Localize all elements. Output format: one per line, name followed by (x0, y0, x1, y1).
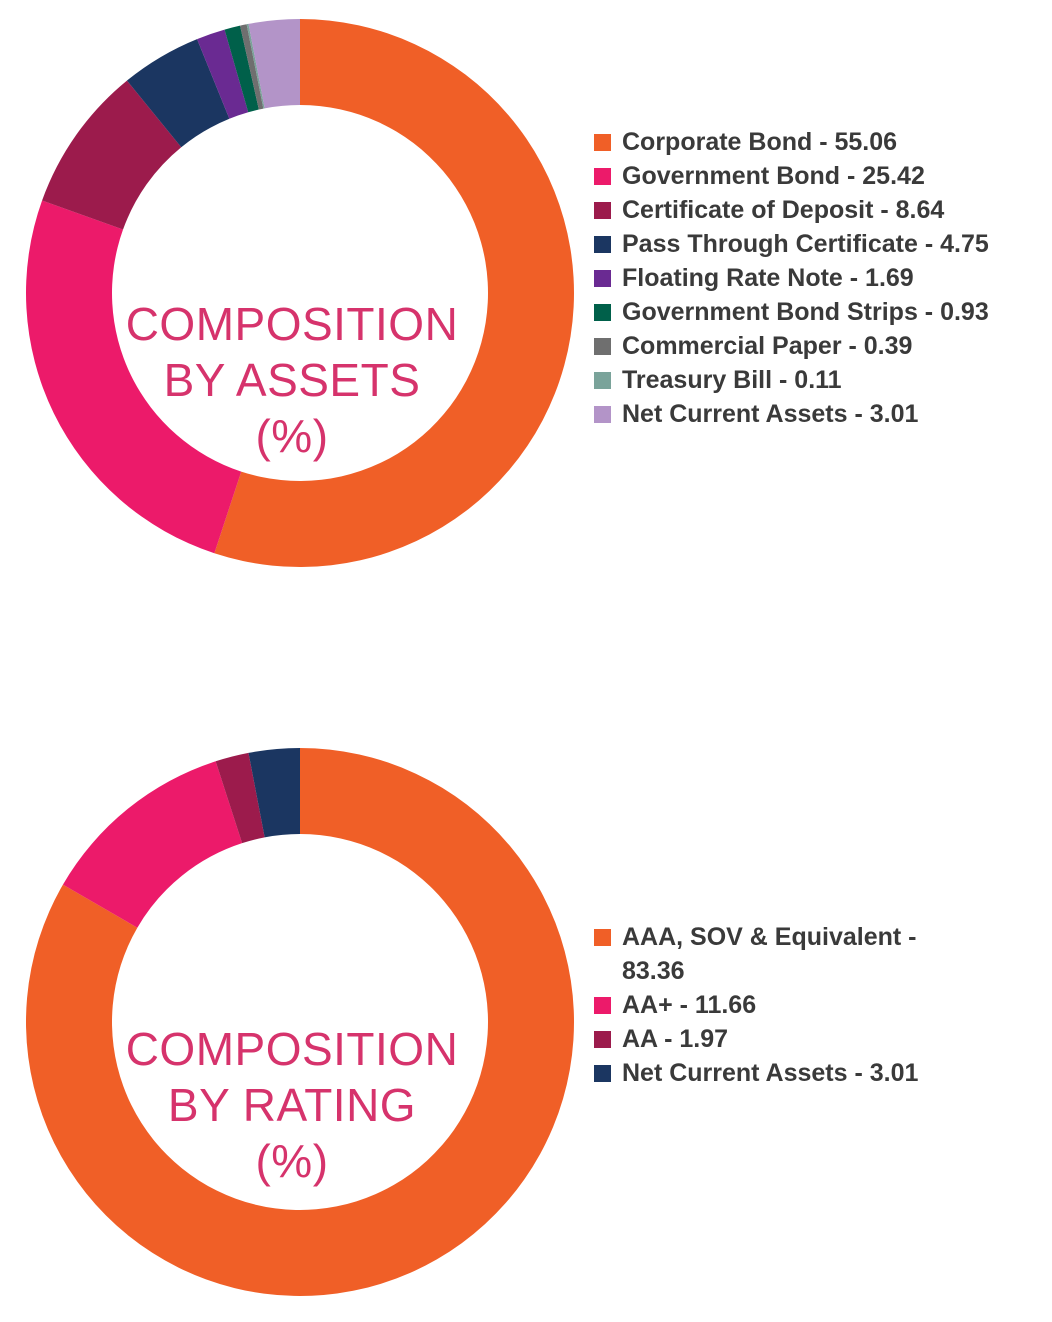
assets-legend-swatch (594, 270, 611, 287)
assets-slice-certificate-of-deposit (42, 80, 182, 230)
assets-legend-item: Treasury Bill - 0.11 (594, 363, 1034, 397)
assets-legend-item: Certificate of Deposit - 8.64 (594, 193, 1034, 227)
rating-slice-aaa-sov-equivalent (26, 748, 574, 1296)
rating-legend-label: AA+ - 11.66 (622, 991, 757, 1019)
rating-center-label-line-3: (%) (255, 1135, 329, 1187)
assets-legend: Corporate Bond - 55.06 Government Bond - … (594, 125, 1034, 431)
rating-legend-item: AA+ - 11.66 (594, 988, 954, 1022)
rating-legend-item: Net Current Assets - 3.01 (594, 1056, 954, 1090)
assets-slice-corporate-bond (214, 19, 575, 568)
assets-legend-label: Net Current Assets - 3.01 (622, 400, 919, 428)
assets-legend-label: Corporate Bond - 55.06 (622, 128, 898, 156)
rating-legend-label: AAA, SOV & Equivalent - 83.36 (622, 923, 917, 985)
assets-legend-swatch (594, 236, 611, 253)
assets-slice-treasury-bill (246, 23, 265, 109)
assets-legend-swatch (594, 202, 611, 219)
assets-legend-swatch (594, 338, 611, 355)
assets-donut-chart (26, 19, 575, 568)
assets-chart-block: COMPOSITION BY ASSETS (%) Corporate Bond… (0, 0, 1052, 620)
rating-legend-swatch (594, 1065, 611, 1082)
assets-center-label-line-1: COMPOSITION (125, 298, 459, 350)
assets-legend-label: Government Bond Strips - 0.93 (622, 298, 989, 326)
assets-legend-label: Government Bond - 25.42 (622, 162, 925, 190)
assets-slice-net-current-assets (248, 19, 300, 109)
assets-legend-item: Pass Through Certificate - 4.75 (594, 227, 1034, 261)
assets-slice-government-bond-strips (224, 25, 259, 113)
rating-chart-block: COMPOSITION BY RATING (%) AAA, SOV & Equ… (0, 727, 1052, 1322)
assets-legend-swatch (594, 168, 611, 185)
assets-slice-floating-rate-note (197, 29, 249, 119)
rating-legend-item: AAA, SOV & Equivalent - 83.36 (594, 920, 954, 988)
assets-legend-label: Treasury Bill - 0.11 (622, 366, 842, 394)
rating-legend: AAA, SOV & Equivalent - 83.36 AA+ - 11.66… (594, 920, 954, 1090)
rating-center-label-line-2: BY RATING (167, 1079, 417, 1131)
rating-donut-chart (26, 748, 574, 1296)
rating-legend-label: AA - 1.97 (622, 1025, 729, 1053)
assets-center-label-line-2: BY ASSETS (163, 354, 421, 406)
rating-slice-aa (215, 752, 265, 844)
rating-slice-aa (62, 761, 243, 928)
assets-slice-commercial-paper (240, 24, 264, 110)
rating-slice-net-current-assets (248, 748, 300, 838)
assets-legend-label: Commercial Paper - 0.39 (622, 332, 913, 360)
assets-legend-swatch (594, 134, 611, 151)
rating-legend-swatch (594, 997, 611, 1014)
rating-legend-swatch (594, 1031, 611, 1048)
assets-legend-item: Floating Rate Note - 1.69 (594, 261, 1034, 295)
rating-legend-label: Net Current Assets - 3.01 (622, 1059, 919, 1087)
assets-legend-swatch (594, 304, 611, 321)
assets-legend-swatch (594, 372, 611, 389)
assets-legend-label: Floating Rate Note - 1.69 (622, 264, 914, 292)
rating-center-label-line-1: COMPOSITION (125, 1023, 459, 1075)
assets-legend-item: Corporate Bond - 55.06 (594, 125, 1034, 159)
assets-legend-item: Government Bond - 25.42 (594, 159, 1034, 193)
assets-legend-item: Commercial Paper - 0.39 (594, 329, 1034, 363)
assets-legend-swatch (594, 406, 611, 423)
assets-legend-item: Government Bond Strips - 0.93 (594, 295, 1034, 329)
rating-center-label: COMPOSITION BY RATING (%) (102, 1021, 482, 1189)
assets-slice-government-bond (26, 200, 242, 554)
assets-slice-pass-through-certificate (126, 39, 230, 148)
assets-center-label: COMPOSITION BY ASSETS (%) (102, 296, 482, 464)
rating-legend-item: AA - 1.97 (594, 1022, 954, 1056)
assets-legend-label: Pass Through Certificate - 4.75 (622, 230, 989, 258)
rating-legend-swatch (594, 929, 611, 946)
assets-legend-item: Net Current Assets - 3.01 (594, 397, 1034, 431)
assets-legend-label: Certificate of Deposit - 8.64 (622, 196, 945, 224)
assets-center-label-line-3: (%) (255, 410, 329, 462)
